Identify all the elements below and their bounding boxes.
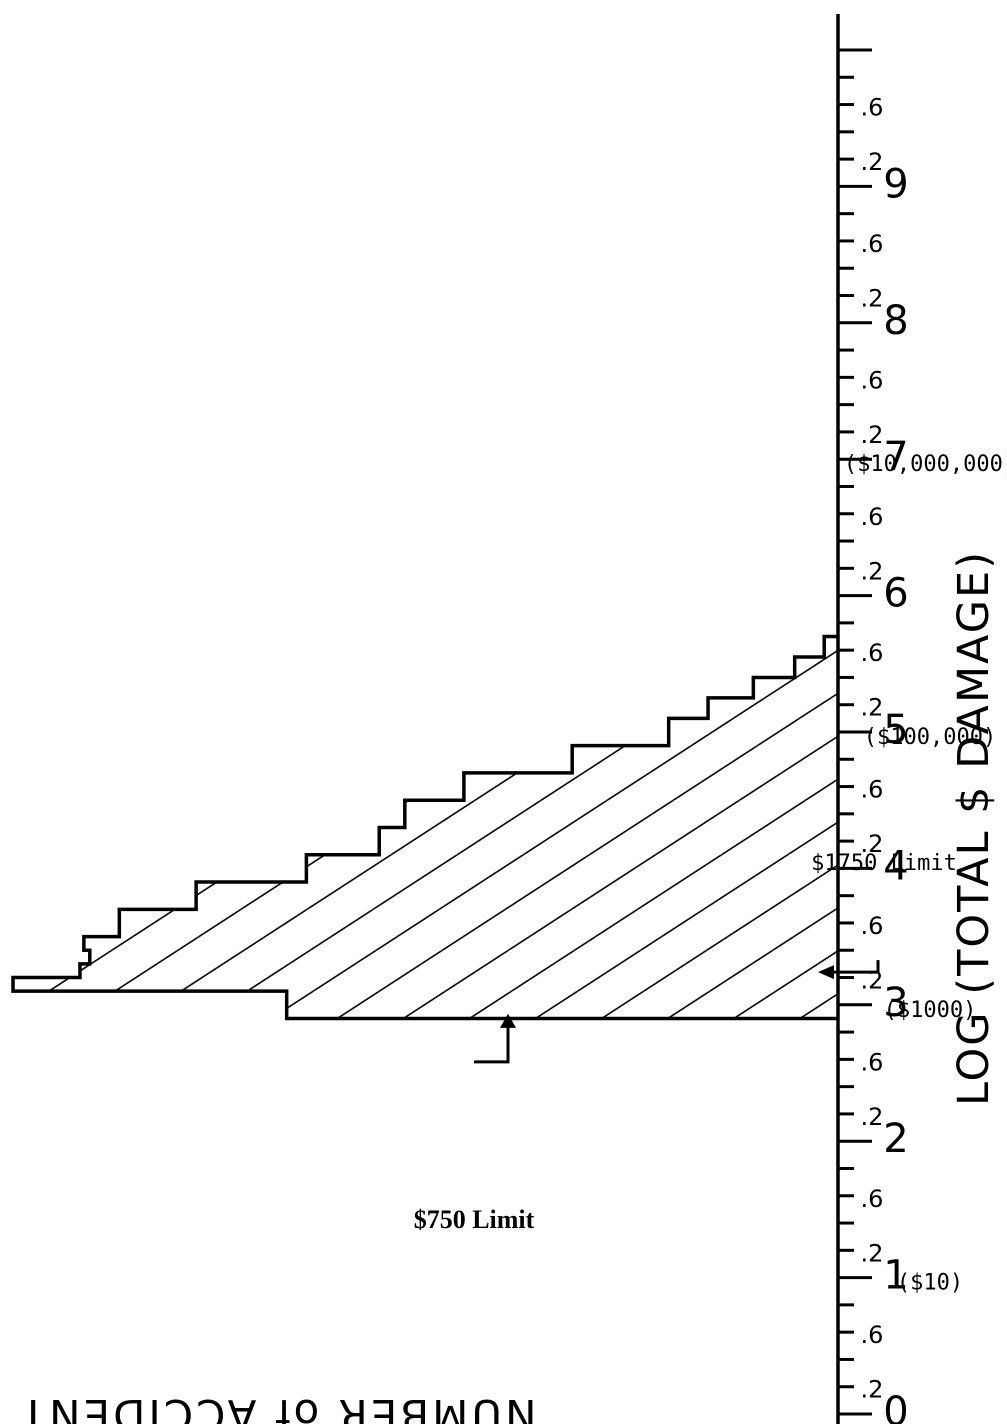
minor-tick-label: .6	[861, 639, 884, 667]
limit-750-label: $750 Limit	[414, 1205, 535, 1234]
bar-14	[753, 677, 838, 698]
x-axis-title: LOG (TOTAL $ DAMAGE)	[949, 550, 999, 1106]
dollar-equivalent-label: ($100,000)	[864, 725, 996, 750]
limit-750-arrowhead	[500, 1013, 516, 1028]
minor-tick-label: .2	[861, 694, 884, 722]
bar-15	[794, 656, 838, 678]
minor-tick-label: .6	[861, 366, 884, 394]
bar-4	[83, 936, 838, 951]
major-tick-label: 5	[883, 707, 908, 753]
annotations: PEAK = 419$750 Limit$1750 Limit	[414, 851, 957, 1234]
minor-tick-label: .2	[861, 1103, 884, 1131]
limit-1750-arrow	[830, 960, 880, 974]
bar-12	[668, 718, 838, 746]
minor-tick-label: .2	[861, 148, 884, 176]
limit-1750-label: $1750 Limit	[811, 851, 957, 876]
bar-10	[463, 772, 838, 801]
minor-tick-label: .2	[861, 285, 884, 313]
histogram-outline	[11, 634, 838, 1021]
bar-3	[89, 950, 838, 964]
minor-tick-label: .2	[861, 830, 884, 858]
bar-7	[306, 854, 838, 883]
minor-tick-label: .6	[861, 503, 884, 531]
histogram-bars	[11, 634, 838, 1021]
plot-area: .2.6.2.6.2.6.2.6.2.6.2.6.2.6.2.6.2.6.2.6…	[11, 14, 1007, 1424]
bar-13	[708, 697, 838, 719]
bar-8	[379, 827, 838, 855]
minor-tick-label: .6	[861, 230, 884, 258]
major-tick-label: 0	[883, 1389, 908, 1424]
major-tick-label: 7	[883, 434, 908, 480]
limit-1750-arrowhead	[818, 965, 834, 980]
minor-tick-label: .6	[861, 1048, 884, 1076]
minor-tick-label: .6	[861, 1185, 884, 1213]
minor-tick-label: .6	[861, 1321, 884, 1349]
major-tick-label: 1	[883, 1253, 908, 1299]
minor-tick-label: .2	[861, 421, 884, 449]
dollar-equivalent-label: ($10)	[897, 1271, 963, 1296]
limit-750-arrow	[474, 1019, 510, 1064]
major-tick-label: 2	[883, 1116, 908, 1162]
bar-9	[404, 800, 838, 828]
y-axis-title: NUMBER of ACCIDENT REPORTS	[0, 1390, 537, 1424]
bar-1	[13, 977, 838, 992]
bar-16	[824, 636, 838, 657]
bar-6	[196, 882, 838, 910]
minor-tick-label: .2	[861, 1239, 884, 1267]
bar-11	[572, 745, 838, 773]
dollar-equivalent-label: ($10,000,000)	[844, 452, 1007, 477]
x-axis: .2.6.2.6.2.6.2.6.2.6.2.6.2.6.2.6.2.6.2.6…	[836, 14, 1007, 1424]
major-tick-label: 4	[883, 843, 908, 889]
bar-0	[286, 991, 838, 1019]
bar-5	[119, 909, 838, 937]
minor-tick-label: .6	[861, 94, 884, 122]
major-tick-label: 8	[883, 298, 908, 344]
dollar-equivalent-label: ($1000)	[884, 998, 977, 1023]
minor-tick-label: .2	[861, 557, 884, 585]
major-tick-label: 3	[883, 980, 908, 1026]
major-tick-label: 9	[883, 161, 908, 207]
minor-tick-label: .2	[861, 1376, 884, 1404]
bar-2	[79, 963, 838, 978]
major-tick-label: 6	[883, 571, 908, 617]
minor-tick-label: .6	[861, 776, 884, 804]
minor-tick-label: .6	[861, 912, 884, 940]
